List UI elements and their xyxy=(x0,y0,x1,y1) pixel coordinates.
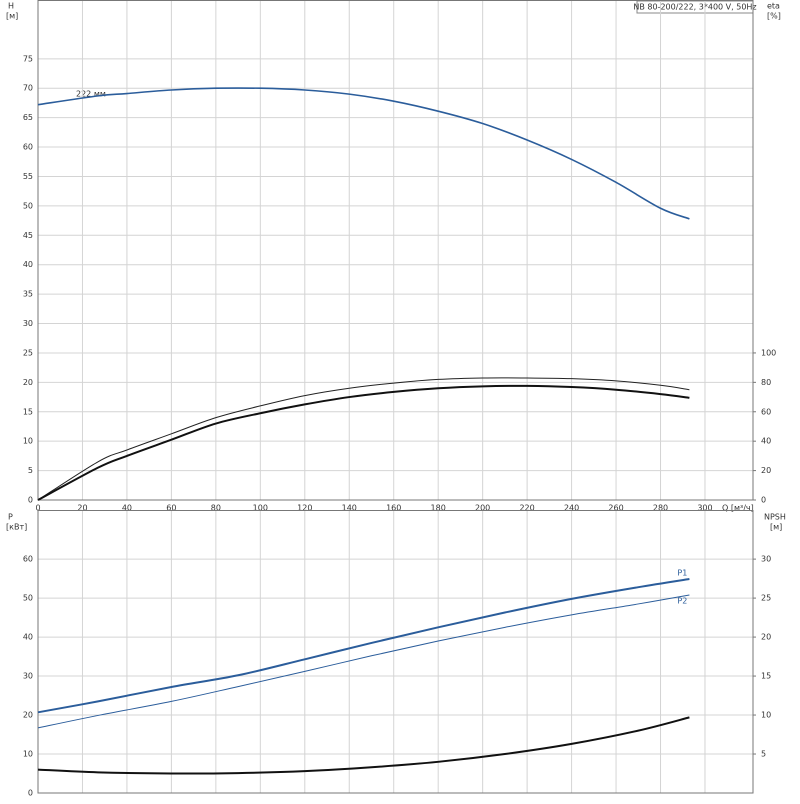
y2-label: eta xyxy=(767,2,780,11)
y2-label: NPSH xyxy=(764,513,786,522)
y2-unit: [%] xyxy=(767,12,781,21)
y2-tick-label: 15 xyxy=(761,672,771,681)
curve xyxy=(37,384,690,501)
plot-frame xyxy=(37,510,754,794)
x-tick-label: 220 xyxy=(519,504,534,513)
y2-unit: [м] xyxy=(770,523,782,532)
chart-title: NB 80-200/222, 3*400 V, 50Hz xyxy=(633,3,756,12)
y2-tick-label: 60 xyxy=(761,407,771,416)
y-tick-label: 10 xyxy=(23,437,33,446)
y-unit: [кВт] xyxy=(6,523,27,532)
y-tick-label: 40 xyxy=(23,260,33,269)
y-tick-label: 5 xyxy=(28,466,33,475)
y-tick-label: 60 xyxy=(23,555,33,564)
y2-tick-label: 0 xyxy=(761,496,766,505)
x-tick-label: 240 xyxy=(564,504,579,513)
x-tick-label: 140 xyxy=(342,504,357,513)
y-tick-label: 70 xyxy=(23,84,33,93)
y-tick-label: 10 xyxy=(23,750,33,759)
y-tick-label: 0 xyxy=(28,789,33,798)
y-tick-label: 75 xyxy=(23,54,33,63)
x-tick-label: 80 xyxy=(211,504,221,513)
x-tick-label: 100 xyxy=(253,504,268,513)
y-tick-label: 35 xyxy=(23,290,33,299)
x-tick-label: 280 xyxy=(653,504,668,513)
y-tick-label: 15 xyxy=(23,407,33,416)
y-tick-label: 20 xyxy=(23,711,33,720)
y-unit: [м] xyxy=(6,12,18,21)
y-tick-label: 40 xyxy=(23,633,33,642)
x-tick-label: 0 xyxy=(35,504,40,513)
x-tick-label: 200 xyxy=(475,504,490,513)
y-tick-label: 30 xyxy=(23,672,33,681)
plot-frame xyxy=(37,0,754,501)
x-tick-label: 40 xyxy=(122,504,132,513)
x-tick-label: 260 xyxy=(608,504,623,513)
curve xyxy=(37,716,690,775)
y2-tick-label: 30 xyxy=(761,555,771,564)
y-tick-label: 50 xyxy=(23,594,33,603)
series-label: P1 xyxy=(677,568,687,577)
curve xyxy=(37,578,690,714)
x-tick-label: 120 xyxy=(297,504,312,513)
y2-tick-label: 5 xyxy=(761,750,766,759)
y2-tick-label: 20 xyxy=(761,633,771,642)
y-tick-label: 65 xyxy=(23,113,33,122)
x-tick-label: 60 xyxy=(166,504,176,513)
y2-tick-label: 80 xyxy=(761,378,771,387)
y-tick-label: 45 xyxy=(23,231,33,240)
series-label: P2 xyxy=(677,596,687,605)
curve xyxy=(37,594,690,729)
y2-tick-label: 100 xyxy=(761,348,776,357)
y2-tick-label: 20 xyxy=(761,466,771,475)
y-tick-label: 0 xyxy=(28,496,33,505)
y2-tick-label: 40 xyxy=(761,437,771,446)
x-label: Q [м³/ч] xyxy=(722,504,754,513)
curve xyxy=(37,377,690,501)
x-tick-label: 180 xyxy=(431,504,446,513)
y-tick-label: 55 xyxy=(23,172,33,181)
x-tick-label: 160 xyxy=(386,504,401,513)
y-label: P xyxy=(8,513,13,522)
y2-tick-label: 25 xyxy=(761,594,771,603)
curve xyxy=(37,87,690,220)
y-tick-label: 60 xyxy=(23,143,33,152)
annotation: 222 мм xyxy=(76,90,106,99)
y-label: H xyxy=(8,2,14,11)
y-tick-label: 20 xyxy=(23,378,33,387)
x-tick-label: 20 xyxy=(77,504,87,513)
y2-tick-label: 10 xyxy=(761,711,771,720)
y-tick-label: 25 xyxy=(23,348,33,357)
y-tick-label: 30 xyxy=(23,319,33,328)
x-tick-label: 300 xyxy=(697,504,712,513)
y-tick-label: 50 xyxy=(23,201,33,210)
